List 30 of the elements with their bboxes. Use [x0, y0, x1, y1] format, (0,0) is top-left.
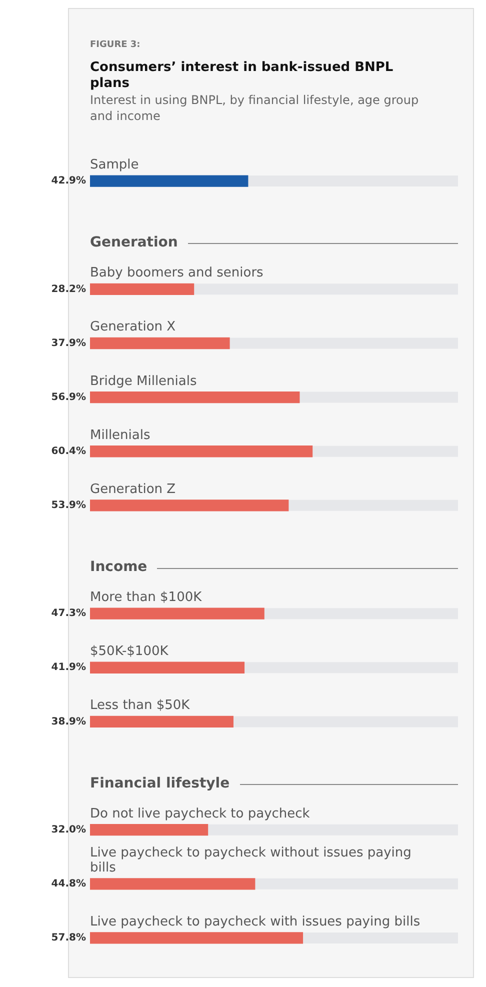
y-tick-label: More than $100K — [90, 590, 202, 606]
y-tick-label: Bridge Millenials — [90, 374, 197, 389]
data-label: 28.2% — [51, 284, 86, 295]
chart-title: Consumers’ interest in bank-issued BNPL plans — [90, 60, 394, 92]
y-tick-label: Baby boomers and seniors — [90, 266, 264, 281]
y-tick-label: Live paycheck to paycheck with issues paying bills — [90, 914, 420, 930]
y-tick-label: Generation — [90, 234, 178, 251]
data-label: 38.9% — [51, 716, 86, 728]
data-label: 57.8% — [51, 932, 86, 944]
y-tick-label: Live paycheck to paycheck without issues paying bills — [90, 845, 412, 876]
data-label: 37.9% — [51, 338, 86, 349]
y-tick-label: Generation Z — [90, 482, 176, 497]
y-tick-label: Income — [90, 559, 148, 576]
data-label: 41.9% — [51, 662, 86, 674]
y-tick-label: Millenials — [90, 428, 150, 443]
y-tick-label: Less than $50K — [90, 698, 190, 714]
data-label: 44.8% — [51, 878, 86, 890]
data-label: 56.9% — [51, 392, 86, 403]
data-label: 60.4% — [51, 446, 86, 457]
y-tick-label: Sample — [90, 158, 139, 173]
data-label: 53.9% — [51, 500, 86, 512]
data-label: 47.3% — [51, 608, 86, 620]
caption: FIGURE 3: — [90, 40, 142, 50]
data-label: 32.0% — [51, 824, 86, 836]
y-tick-label: Generation X — [90, 320, 176, 335]
y-tick-label: Financial lifestyle — [90, 775, 230, 792]
y-tick-label: Do not live paycheck to paycheck — [90, 806, 310, 822]
chart-subtitle: Interest in using BNPL, by financial lifestyle, age group and income — [90, 92, 420, 124]
y-tick-label: $50K-$100K — [90, 644, 169, 660]
data-label: 42.9% — [51, 176, 86, 187]
